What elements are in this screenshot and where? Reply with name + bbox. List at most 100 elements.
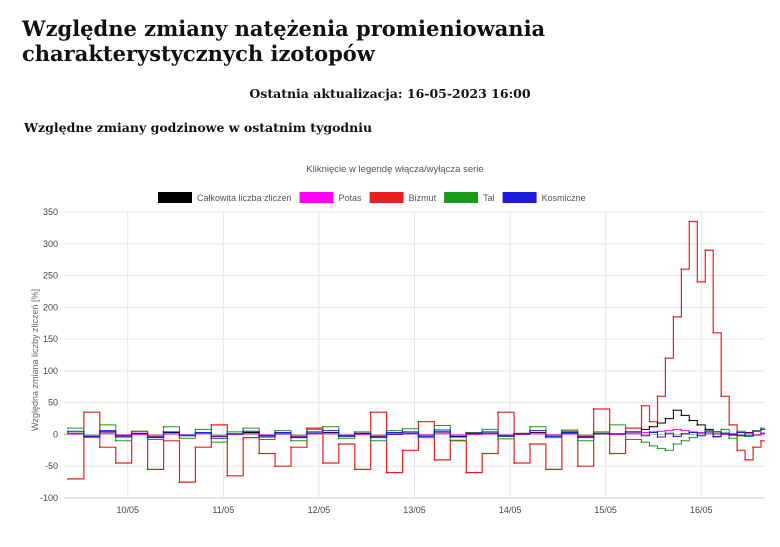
y-axis-ticks: -100 -50 0 50 100 150 200 250 300 350	[40, 207, 58, 503]
series-line	[68, 409, 765, 438]
data-point	[688, 431, 691, 434]
data-point	[513, 432, 515, 435]
data-point	[608, 452, 611, 455]
data-point	[760, 427, 762, 429]
data-point	[146, 438, 149, 441]
legend-swatch	[444, 192, 479, 203]
data-point	[369, 436, 372, 439]
data-point	[688, 419, 691, 422]
legend-item[interactable]: Potas	[299, 192, 363, 203]
data-point	[417, 420, 420, 423]
data-point	[576, 439, 579, 442]
chart-container: Kliknięcie w legendę włącza/wyłącza seri…	[0, 150, 780, 543]
data-point	[712, 331, 715, 334]
data-point	[497, 437, 500, 440]
data-point	[704, 431, 707, 433]
data-point	[560, 429, 563, 431]
data-point	[290, 446, 292, 449]
data-point	[656, 430, 659, 433]
data-point	[242, 430, 245, 433]
data-point	[680, 268, 683, 271]
data-point	[592, 432, 595, 435]
section-title: Względne zmiany godzinowe w ostatnim tyg…	[24, 120, 373, 135]
data-point	[672, 443, 675, 445]
legend-label: Potas	[339, 193, 363, 203]
data-point	[290, 436, 292, 439]
data-point	[401, 427, 404, 430]
data-point	[337, 435, 340, 438]
data-point	[242, 436, 245, 439]
data-point	[194, 431, 197, 434]
data-point	[178, 481, 181, 484]
data-point	[640, 434, 643, 437]
data-point	[353, 468, 356, 471]
legend-swatch	[158, 192, 192, 203]
x-axis-ticks: 10/05 11/05 12/05 13/05 14/05 15/05 16/05	[116, 505, 712, 515]
data-point	[98, 424, 101, 426]
chart-hint: Kliknięcie w legendę włącza/wyłącza seri…	[306, 164, 483, 175]
page-title: Względne zmiany natężenia promieniowania…	[22, 16, 546, 66]
data-point	[162, 439, 165, 442]
data-point	[385, 431, 388, 434]
data-point	[640, 441, 643, 443]
data-point	[648, 420, 651, 423]
data-point	[664, 432, 667, 435]
data-point	[130, 430, 133, 433]
data-point	[401, 431, 404, 433]
data-point	[114, 462, 117, 464]
data-point	[736, 430, 739, 433]
legend-item[interactable]: Kosmiczne	[502, 192, 586, 203]
data-point	[481, 428, 484, 431]
chart-grid	[64, 211, 765, 499]
data-point	[178, 437, 181, 440]
series-line	[68, 424, 765, 451]
legend-item[interactable]: Bizmut	[369, 192, 437, 203]
data-point	[83, 411, 85, 414]
legend-item[interactable]: Tal	[444, 192, 495, 203]
data-point	[576, 465, 579, 468]
data-point	[728, 434, 731, 436]
y-tick-label: 100	[43, 366, 58, 376]
data-point	[401, 432, 404, 435]
x-tick-label: 16/05	[690, 505, 713, 515]
data-point	[146, 468, 149, 471]
data-point	[672, 409, 675, 412]
y-tick-label: -100	[40, 493, 58, 503]
data-point	[696, 434, 699, 437]
data-point	[194, 428, 197, 431]
data-point	[306, 431, 308, 433]
data-point	[83, 435, 85, 438]
data-point	[321, 429, 324, 432]
data-point	[242, 427, 245, 429]
series-2	[67, 220, 765, 484]
y-axis-label: Względna zmiana liczby zliczeń [%]	[30, 289, 40, 431]
data-point	[353, 432, 356, 435]
data-point	[274, 431, 276, 434]
data-point	[369, 439, 372, 442]
data-point	[688, 220, 691, 223]
data-point	[560, 431, 563, 434]
data-point	[752, 430, 754, 433]
chart-series	[67, 220, 765, 484]
x-tick-label: 13/05	[403, 505, 426, 515]
data-point	[656, 422, 659, 424]
data-point	[306, 427, 308, 429]
series-4	[67, 428, 765, 440]
data-point	[664, 417, 667, 420]
data-point	[656, 447, 659, 450]
data-point	[385, 471, 388, 474]
data-point	[648, 444, 651, 447]
data-point	[680, 414, 683, 417]
data-point	[744, 434, 746, 437]
data-point	[146, 436, 149, 439]
legend-label: Bizmut	[409, 193, 437, 203]
data-point	[608, 424, 611, 426]
data-point	[624, 431, 627, 433]
data-point	[752, 446, 754, 449]
legend-item[interactable]: Całkowita liczba zliczeń	[158, 192, 292, 203]
data-point	[258, 436, 261, 438]
data-point	[433, 424, 436, 427]
data-point	[529, 425, 531, 428]
legend-swatch	[299, 192, 334, 203]
data-point	[162, 425, 165, 428]
